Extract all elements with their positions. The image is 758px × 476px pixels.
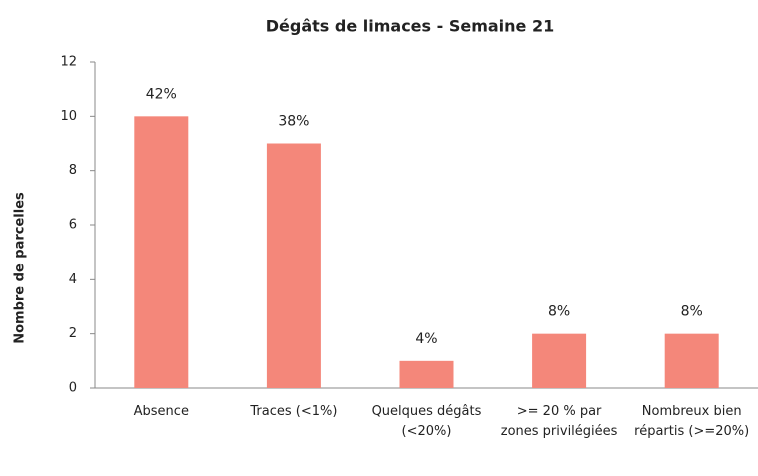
y-tick-label: 4 (69, 272, 77, 287)
y-tick-label: 0 (69, 381, 77, 396)
x-tick-label: >= 20 % par zones privilégiées (500, 404, 618, 439)
x-tick-label: Quelques dégâts (<20%) (371, 404, 482, 439)
data-label: 38% (278, 114, 309, 130)
x-tick-label: Traces (<1%) (250, 404, 338, 419)
data-label: 8% (548, 304, 570, 320)
y-tick-label: 10 (60, 109, 77, 124)
data-label: 42% (146, 86, 177, 102)
y-tick-label: 2 (69, 326, 77, 341)
bar (134, 116, 189, 388)
bar (266, 143, 321, 388)
data-label: 4% (415, 331, 437, 347)
y-axis-label: Nombre de parcelles (13, 192, 28, 344)
data-label: 8% (681, 304, 703, 320)
chart-title: Dégâts de limaces - Semaine 21 (266, 17, 554, 36)
y-tick-label: 12 (60, 55, 77, 70)
x-tick-label: Absence (133, 404, 189, 419)
bar (399, 360, 454, 388)
y-tick-label: 8 (69, 163, 77, 178)
x-tick-label: Nombreux bien répartis (>=20%) (634, 404, 750, 439)
y-tick-label: 6 (69, 218, 77, 233)
bar (664, 333, 719, 388)
bar (532, 333, 587, 388)
